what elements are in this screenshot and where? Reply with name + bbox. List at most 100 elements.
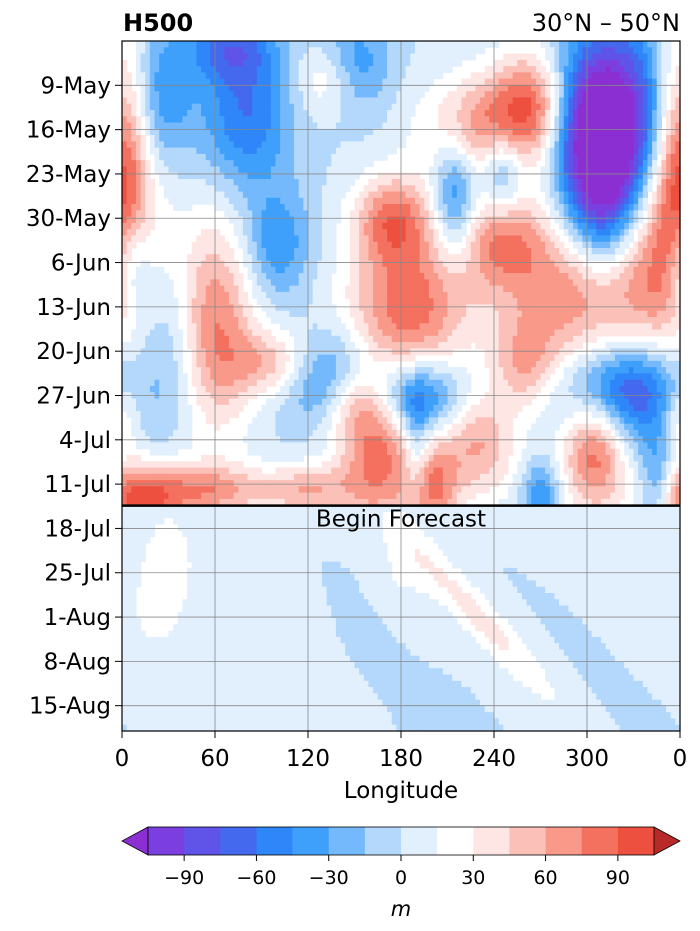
heat-cell — [205, 172, 211, 180]
heat-cell — [526, 329, 532, 337]
heat-cell — [424, 304, 430, 312]
heat-cell — [303, 273, 309, 280]
heat-cell — [526, 298, 532, 306]
heat-cell — [173, 310, 179, 318]
heat-cell — [308, 279, 314, 287]
heat-cell — [187, 147, 193, 155]
heat-cell — [312, 116, 318, 124]
heat-cell — [368, 103, 374, 111]
heat-cell — [187, 279, 193, 287]
heat-cell — [438, 254, 444, 262]
heat-cell — [633, 141, 639, 149]
heat-cell — [228, 335, 235, 343]
heat-cell — [633, 166, 639, 174]
heat-cell — [261, 59, 267, 67]
heat-cell — [498, 116, 504, 124]
heat-cell — [470, 147, 476, 155]
heat-cell — [638, 53, 644, 61]
heat-cell — [614, 97, 621, 105]
heat-cell — [656, 229, 662, 237]
heat-cell — [205, 47, 211, 55]
heat-cell — [168, 84, 174, 92]
heat-cell — [414, 91, 421, 99]
heat-cell — [303, 329, 309, 337]
heat-cell — [359, 229, 365, 237]
heat-cell — [363, 197, 370, 205]
heat-cell — [577, 185, 583, 193]
heat-cell — [535, 254, 542, 262]
heat-cell — [201, 135, 207, 142]
heat-cell — [391, 191, 397, 199]
heat-cell — [238, 53, 244, 61]
heat-cell — [242, 216, 249, 224]
heat-cell — [266, 185, 272, 193]
heat-cell — [317, 66, 323, 73]
heat-cell — [470, 122, 476, 130]
heat-cell — [614, 235, 621, 243]
heat-cell — [354, 310, 360, 318]
heat-cell — [238, 91, 244, 99]
heat-cell — [210, 47, 216, 55]
heat-cell — [261, 147, 267, 155]
heat-cell — [252, 41, 258, 48]
heat-cell — [605, 66, 611, 73]
heat-cell — [145, 197, 151, 205]
heat-cell — [280, 185, 286, 193]
heat-cell — [354, 147, 360, 155]
heat-cell — [387, 191, 393, 199]
heat-cell — [521, 210, 528, 218]
heat-cell — [628, 103, 635, 111]
heat-cell — [503, 84, 509, 92]
heat-cell — [461, 135, 467, 142]
heat-cell — [321, 66, 328, 73]
heat-cell — [647, 216, 653, 224]
heat-cell — [652, 41, 658, 48]
heat-cell — [531, 141, 537, 149]
heat-cell — [521, 153, 528, 161]
heat-cell — [308, 185, 314, 193]
heat-cell — [424, 59, 430, 67]
heat-cell — [642, 222, 649, 230]
heat-cell — [308, 41, 314, 48]
heat-cell — [159, 166, 165, 174]
heat-cell — [238, 329, 244, 337]
heat-cell — [377, 291, 383, 299]
heat-cell — [456, 266, 463, 274]
heat-cell — [419, 254, 425, 262]
heat-cell — [345, 59, 351, 67]
heat-cell — [215, 285, 221, 293]
heat-cell — [452, 216, 458, 224]
heat-cell — [405, 285, 411, 293]
heat-cell — [359, 266, 365, 274]
heat-cell — [624, 116, 630, 124]
heat-cell — [549, 310, 556, 318]
heat-cell — [331, 329, 337, 337]
heat-cell — [531, 160, 537, 168]
heat-cell — [321, 153, 328, 161]
heat-cell — [219, 191, 225, 199]
heat-cell — [410, 310, 416, 318]
heat-cell — [201, 122, 207, 130]
heat-cell — [568, 254, 574, 262]
heat-cell — [149, 141, 156, 149]
heat-cell — [573, 298, 579, 306]
heat-cell — [442, 222, 449, 230]
heat-cell — [401, 78, 407, 86]
heat-cell — [424, 47, 430, 55]
heat-cell — [210, 285, 216, 293]
heat-cell — [512, 128, 518, 136]
heat-cell — [419, 323, 425, 331]
heat-cell — [512, 298, 518, 306]
heat-cell — [349, 222, 356, 230]
heat-cell — [331, 260, 337, 268]
heat-cell — [498, 110, 504, 117]
heat-cell — [656, 260, 662, 268]
heat-cell — [201, 47, 207, 55]
heat-cell — [526, 53, 532, 61]
heat-cell — [554, 78, 560, 86]
heat-cell — [414, 97, 421, 105]
heat-cell — [438, 248, 444, 255]
heat-cell — [545, 222, 551, 230]
heat-cell — [275, 135, 281, 142]
heat-cell — [628, 122, 635, 130]
